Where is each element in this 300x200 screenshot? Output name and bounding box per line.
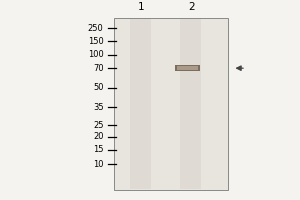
Bar bbox=[177, 66, 198, 70]
Bar bbox=[175, 65, 200, 71]
Text: 250: 250 bbox=[88, 24, 103, 33]
Text: 150: 150 bbox=[88, 37, 103, 46]
Text: 15: 15 bbox=[93, 145, 104, 154]
Text: 35: 35 bbox=[93, 103, 104, 112]
Text: 20: 20 bbox=[93, 132, 104, 141]
Bar bbox=[114, 18, 228, 190]
Text: 70: 70 bbox=[93, 64, 104, 73]
Text: 10: 10 bbox=[93, 160, 104, 169]
Text: 1: 1 bbox=[138, 2, 144, 12]
Text: 2: 2 bbox=[189, 2, 195, 12]
Bar bbox=[180, 19, 201, 189]
Text: 25: 25 bbox=[93, 121, 104, 130]
Bar bbox=[130, 19, 152, 189]
Text: 50: 50 bbox=[93, 83, 104, 92]
Text: 100: 100 bbox=[88, 50, 103, 59]
